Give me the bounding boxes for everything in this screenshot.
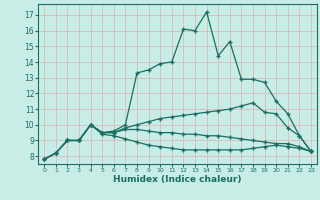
X-axis label: Humidex (Indice chaleur): Humidex (Indice chaleur) — [113, 175, 242, 184]
